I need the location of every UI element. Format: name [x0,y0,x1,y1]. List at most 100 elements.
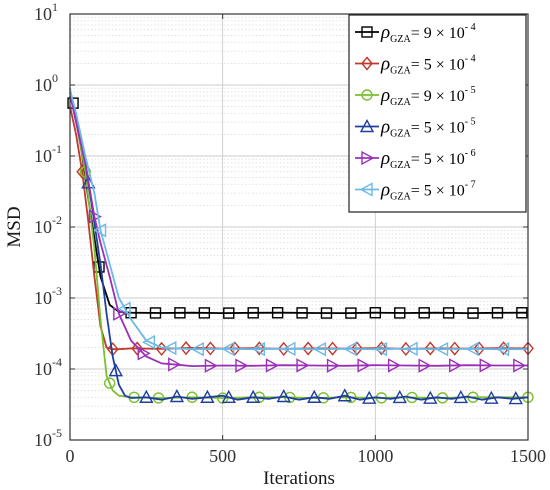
legend-marker [359,182,373,197]
series-line [69,91,528,368]
legend-item: ρGZA= 5 × 10- 4 [355,54,476,77]
series-marker [418,307,430,319]
series-marker [204,341,217,356]
x-tick-label: 1000 [357,446,393,466]
series-marker [465,341,479,357]
series-marker [204,358,218,373]
legend-label: ρGZA= 5 × 10- 7 [380,180,476,203]
series-marker [513,358,527,373]
series-marker [246,389,261,403]
series-marker [247,307,259,319]
series-marker [163,340,177,356]
series-marker [449,358,463,373]
series-marker [375,341,388,356]
series-marker [141,334,156,350]
series-group [67,88,534,405]
series-marker [265,358,279,373]
series-marker [345,391,357,404]
y-tick-label: 10-3 [34,284,62,308]
legend-marker [361,56,373,71]
series-line [69,95,529,401]
legend: ρGZA= 9 × 10- 4 ρGZA= 5 × 10- 4 ρGZA= 9 × … [348,14,527,213]
series-4 [69,95,529,405]
legend-marker [361,89,373,101]
y-axis-label: MSD [4,206,25,247]
legend-item: ρGZA= 5 × 10- 5 [355,117,476,140]
series-marker [216,392,229,404]
series-marker [221,389,236,404]
series-marker [345,307,357,319]
series-marker [235,358,249,373]
legend-item: ρGZA= 9 × 10- 5 [355,85,476,108]
series-marker [467,307,479,319]
series-marker [394,307,406,319]
series-marker [424,341,437,356]
series-marker [387,358,402,373]
series-marker [88,209,102,224]
series-marker [149,307,162,319]
series-marker [103,377,116,389]
series-marker [479,358,493,373]
series-marker [351,341,363,356]
y-tick-label: 10-5 [34,426,62,450]
series-marker [131,341,144,356]
series-marker [491,307,504,319]
legend-item: ρGZA= 5 × 10- 6 [355,148,476,171]
legend-box [348,14,527,213]
series-marker [418,358,432,373]
series-marker [200,389,215,403]
series-marker [373,341,388,357]
series-marker [139,389,154,403]
series-marker [282,341,296,357]
series-marker [168,357,182,372]
series-marker [117,301,131,316]
series-marker [253,341,266,356]
series-marker [251,341,266,357]
series-marker [307,389,322,403]
series-marker [516,307,528,319]
series-marker [198,307,211,319]
series-marker [473,341,486,356]
x-tick-label: 500 [209,446,236,466]
series-line [69,95,528,399]
series-marker [496,342,510,357]
legend-item: ρGZA= 9 × 10- 4 [355,22,476,45]
series-marker [453,389,469,404]
series-line [69,88,528,351]
y-tick-label: 10-4 [34,355,62,379]
series-marker [369,307,382,319]
x-axis-label: Iterations [263,468,335,489]
series-marker [223,307,235,319]
series-marker [343,341,357,357]
series-marker [435,341,449,357]
series-marker [497,341,510,356]
series-marker [113,306,127,321]
y-tick-label: 10-2 [34,213,62,237]
series-6 [69,88,528,357]
series-marker [442,307,455,319]
x-tick-label: 1500 [510,446,546,466]
series-marker [271,307,284,319]
series-marker [357,358,371,373]
series-marker [302,341,315,356]
legend-label: ρGZA= 9 × 10- 5 [380,85,476,108]
legend-label: ρGZA= 5 × 10- 5 [380,117,476,140]
series-marker [404,341,418,357]
series-marker [180,341,192,356]
series-marker [312,341,327,357]
legend-marker [361,26,373,38]
y-tick-label: 100 [34,71,58,95]
legend-marker [359,119,375,133]
series-marker [337,388,352,402]
x-tick-label: 0 [66,446,75,466]
series-marker [508,391,523,405]
y-tick-label: 101 [34,0,58,24]
series-marker [276,389,291,403]
series-marker [228,341,241,356]
series-marker [392,389,407,404]
series-marker [190,341,204,357]
y-tick-label: 10-1 [34,142,62,166]
series-5 [69,91,528,373]
series-marker [93,223,107,238]
